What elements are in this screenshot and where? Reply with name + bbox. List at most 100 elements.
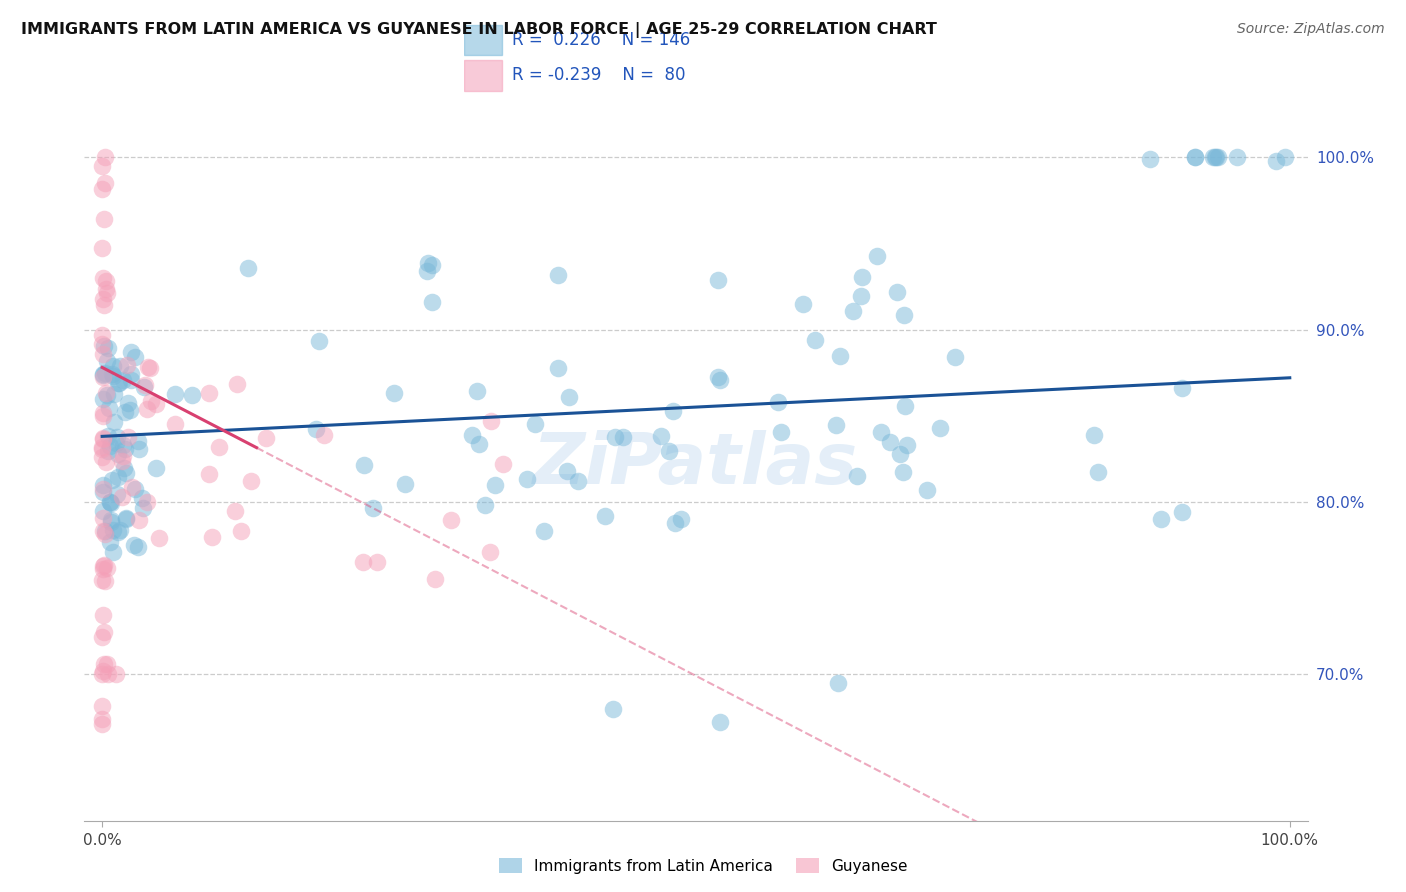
Point xyxy=(96,285,118,300)
Point xyxy=(98,495,121,509)
Point xyxy=(828,349,851,363)
Point xyxy=(96,443,118,458)
Point xyxy=(94,282,117,296)
Point xyxy=(91,409,114,424)
Point xyxy=(945,351,967,365)
Point xyxy=(1150,512,1173,526)
Point xyxy=(605,430,627,444)
Text: Source: ZipAtlas.com: Source: ZipAtlas.com xyxy=(1237,22,1385,37)
Point xyxy=(91,270,114,285)
Point xyxy=(305,422,328,436)
Point xyxy=(132,379,155,393)
Point xyxy=(122,538,145,552)
Point xyxy=(145,396,167,410)
Point xyxy=(1204,150,1226,164)
Point xyxy=(240,474,263,488)
Point xyxy=(94,527,117,541)
Point xyxy=(524,417,547,431)
Point xyxy=(117,429,139,443)
Point xyxy=(108,376,131,390)
Point xyxy=(115,466,138,480)
Point xyxy=(91,241,114,255)
Point xyxy=(891,465,914,479)
Point xyxy=(770,425,793,439)
Point xyxy=(91,432,114,446)
Point xyxy=(101,367,124,381)
Point xyxy=(91,524,114,538)
Point xyxy=(107,376,129,390)
Point xyxy=(94,574,117,588)
Point xyxy=(382,385,405,400)
Point xyxy=(308,334,330,348)
Point xyxy=(139,360,162,375)
Point xyxy=(96,342,118,356)
Point xyxy=(664,516,686,531)
Point xyxy=(394,477,416,491)
Point xyxy=(792,297,814,311)
Point xyxy=(134,378,156,392)
Point xyxy=(111,490,134,504)
Point xyxy=(423,573,446,587)
Point xyxy=(97,667,120,681)
Point xyxy=(105,667,128,681)
Point xyxy=(224,504,246,518)
Point xyxy=(827,675,849,690)
Point xyxy=(111,438,134,452)
Point xyxy=(558,390,581,404)
Point xyxy=(484,478,506,492)
Point xyxy=(111,454,134,468)
Point xyxy=(231,524,253,538)
Point xyxy=(804,333,827,347)
Point xyxy=(91,504,114,518)
Point xyxy=(108,523,131,537)
Point xyxy=(851,289,873,303)
Point xyxy=(108,359,131,373)
Point xyxy=(127,434,149,448)
Point xyxy=(492,457,515,471)
Point xyxy=(1274,150,1296,164)
Point xyxy=(208,440,231,454)
Point xyxy=(198,386,221,401)
Point xyxy=(547,360,569,375)
Point xyxy=(91,485,114,500)
Point xyxy=(889,447,911,461)
Point xyxy=(96,388,118,402)
Point xyxy=(93,392,115,406)
Point xyxy=(1083,427,1105,442)
Point xyxy=(103,369,125,384)
Text: ZiPatlas: ZiPatlas xyxy=(533,430,859,499)
Point xyxy=(97,401,120,416)
Point xyxy=(707,273,730,287)
Point xyxy=(97,429,120,443)
Point xyxy=(1184,150,1206,164)
Point xyxy=(612,430,634,444)
Point xyxy=(100,440,122,454)
Point xyxy=(120,403,142,417)
Point xyxy=(1205,150,1227,164)
Point xyxy=(928,421,950,435)
Point xyxy=(361,501,384,516)
Point xyxy=(96,386,118,401)
Point xyxy=(127,541,149,555)
Point xyxy=(96,455,118,469)
Point xyxy=(105,430,128,444)
Point xyxy=(163,387,186,401)
Point xyxy=(91,608,114,623)
FancyBboxPatch shape xyxy=(464,61,502,91)
Point xyxy=(103,387,125,401)
Point xyxy=(117,396,139,410)
Point xyxy=(91,664,114,678)
Point xyxy=(91,292,114,306)
Point xyxy=(870,425,893,439)
Point xyxy=(1226,150,1249,164)
Point xyxy=(709,715,731,730)
Point xyxy=(124,350,146,364)
Point xyxy=(879,434,901,449)
Point xyxy=(115,511,138,525)
Point xyxy=(117,358,139,372)
Point xyxy=(91,440,114,454)
Point xyxy=(465,384,488,398)
Point xyxy=(593,508,616,523)
Point xyxy=(91,159,114,173)
Point xyxy=(91,431,114,445)
